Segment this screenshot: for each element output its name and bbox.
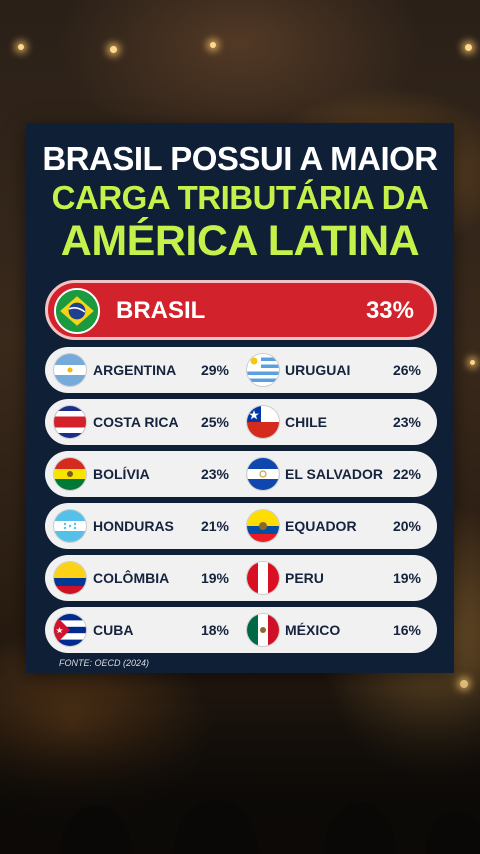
country-name: COSTA RICA — [93, 414, 179, 430]
country-value: 26% — [392, 362, 421, 378]
honduras-flag-icon — [54, 510, 86, 542]
el-salvador-flag-icon — [247, 458, 279, 490]
highlight-value: 33% — [365, 297, 414, 324]
source-note: FONTE: OECD (2024) — [59, 658, 150, 668]
country-name: HONDURAS — [93, 518, 174, 534]
country-value: 23% — [392, 414, 421, 430]
stage-light — [465, 44, 472, 51]
infographic-card: BRASIL POSSUI A MAIOR CARGA TRIBUTÁRIA D… — [26, 123, 454, 673]
stage-light — [110, 46, 117, 53]
table-row: BOLÍVIA 23% EL SALVADOR 22% — [45, 451, 437, 497]
brazil-flag-icon — [54, 288, 100, 334]
argentina-flag-icon — [54, 354, 86, 386]
chile-flag-icon — [247, 406, 279, 438]
cuba-flag-icon — [54, 614, 86, 646]
country-value: 20% — [392, 518, 421, 534]
country-name: URUGUAI — [285, 362, 351, 378]
country-value: 23% — [200, 466, 229, 482]
colombia-flag-icon — [54, 562, 86, 594]
stage-light — [210, 42, 216, 48]
country-name: MÉXICO — [285, 622, 341, 638]
country-name: BOLÍVIA — [93, 466, 150, 482]
country-name: PERU — [285, 570, 324, 586]
country-value: 19% — [200, 570, 229, 586]
table-row: COLÔMBIA 19% PERU 19% — [45, 555, 437, 601]
peru-flag-icon — [247, 562, 279, 594]
highlight-row-brasil: BRASIL 33% — [45, 280, 437, 340]
country-name: CHILE — [285, 414, 327, 430]
country-name: CUBA — [93, 622, 134, 638]
highlight-country: BRASIL — [116, 297, 206, 324]
country-name: EQUADOR — [285, 518, 357, 534]
headline-line-1: BRASIL POSSUI A MAIOR — [42, 140, 438, 177]
mexico-flag-icon — [247, 614, 279, 646]
country-value: 16% — [392, 622, 421, 638]
crowd-silhouette — [0, 664, 480, 854]
country-name: ARGENTINA — [93, 362, 177, 378]
headline-line-2: CARGA TRIBUTÁRIA DA — [51, 179, 429, 216]
country-name: EL SALVADOR — [285, 466, 384, 482]
country-value: 25% — [200, 414, 229, 430]
country-value: 18% — [200, 622, 229, 638]
table-row: COSTA RICA 25% CHILE 23% — [45, 399, 437, 445]
country-value: 19% — [392, 570, 421, 586]
headline-line-3: AMÉRICA LATINA — [60, 217, 420, 265]
uruguay-flag-icon — [247, 354, 279, 386]
table-row: CUBA 18% MÉXICO 16% — [45, 607, 437, 653]
costa-rica-flag-icon — [54, 406, 86, 438]
table-row: ARGENTINA 29% URUGUAI 26% — [45, 347, 437, 393]
ecuador-flag-icon — [247, 510, 279, 542]
bolivia-flag-icon — [54, 458, 86, 490]
stage-light — [470, 360, 475, 365]
stage-light — [18, 44, 24, 50]
country-value: 21% — [200, 518, 229, 534]
country-value: 22% — [392, 466, 421, 482]
country-name: COLÔMBIA — [93, 570, 170, 586]
table-row: HONDURAS 21% EQUADOR 20% — [45, 503, 437, 549]
country-value: 29% — [200, 362, 229, 378]
